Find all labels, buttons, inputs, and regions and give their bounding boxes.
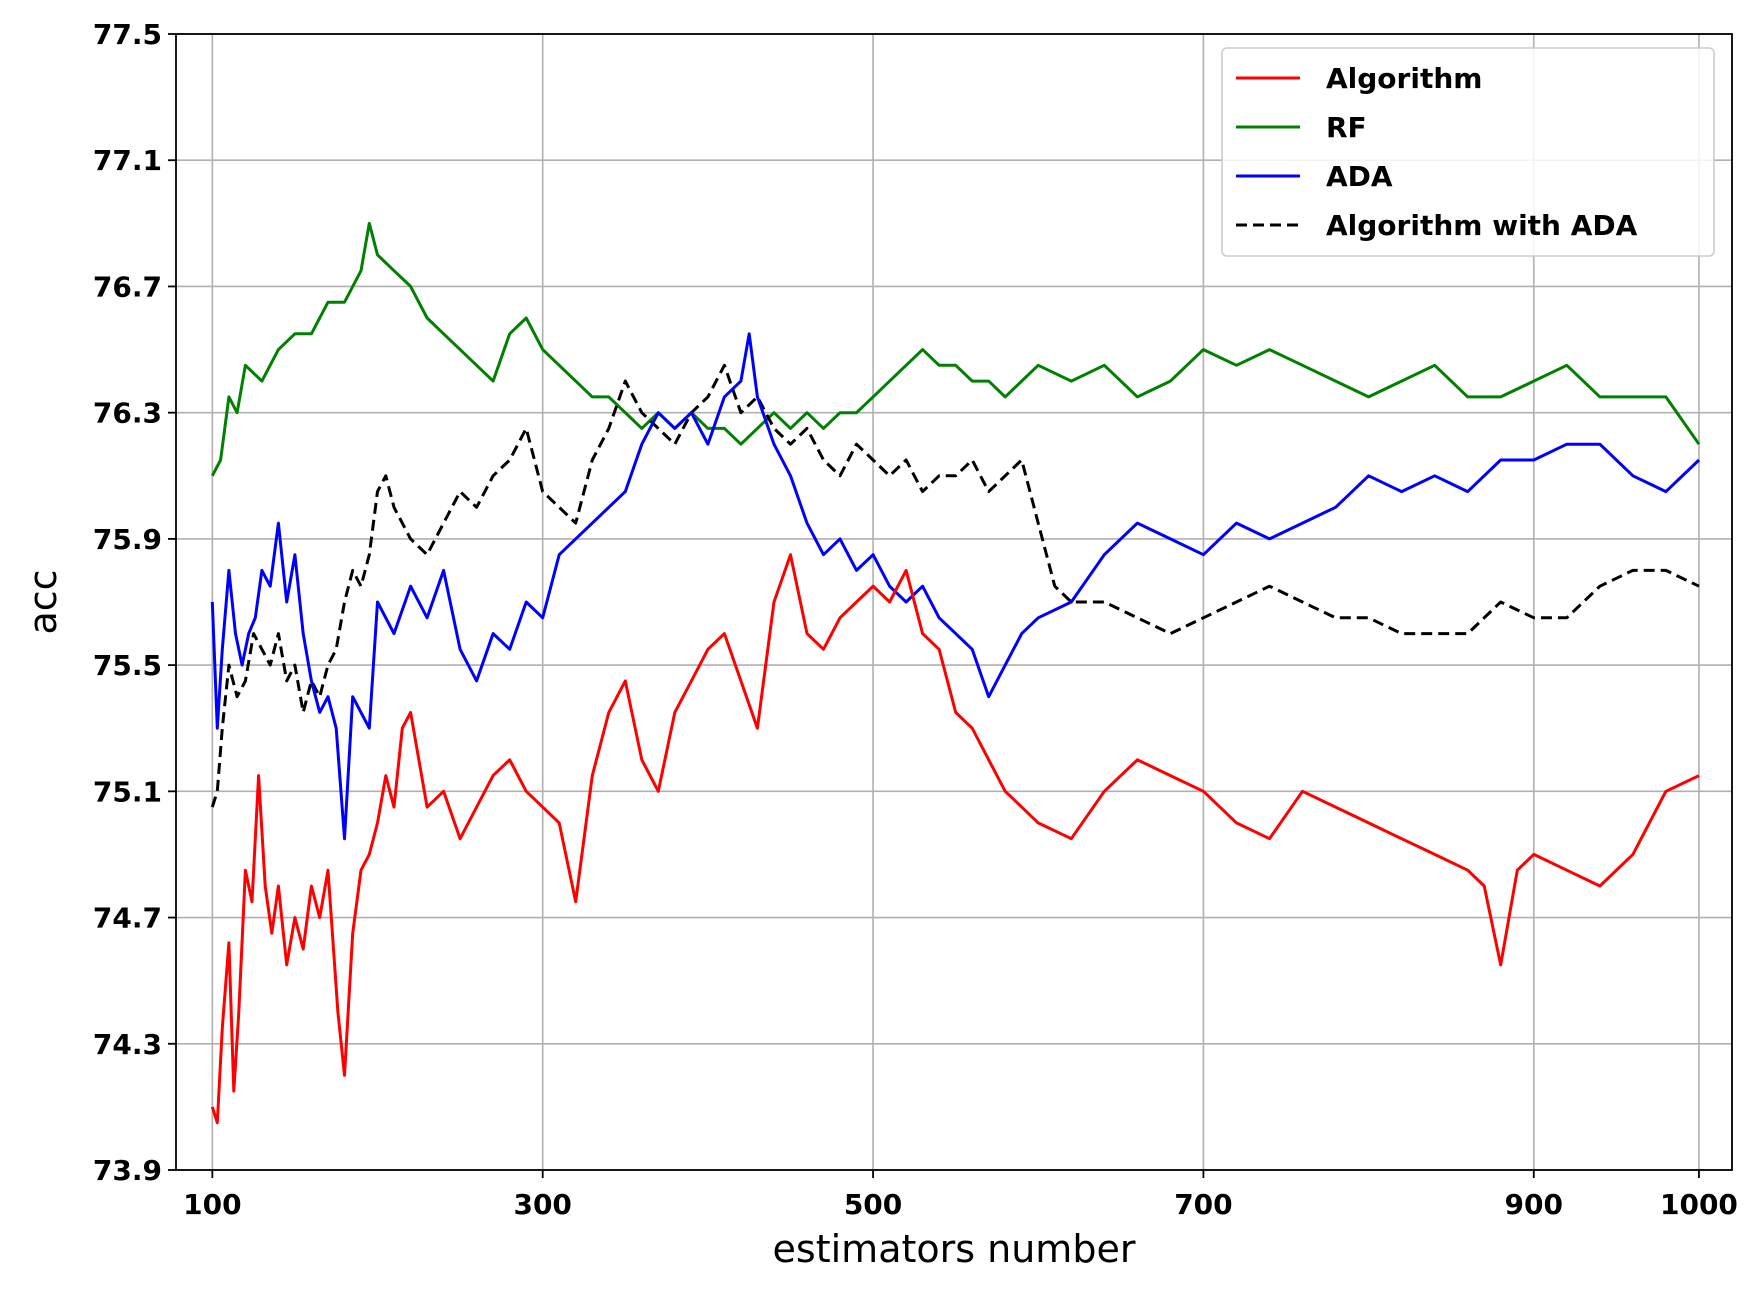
x-tick-label: 100: [183, 1188, 241, 1221]
legend-box: [1221, 47, 1715, 257]
y-tick-label: 76.3: [93, 397, 162, 430]
series-lines: [210, 221, 1701, 1125]
y-tick-label: 74.3: [93, 1028, 162, 1061]
x-tick-label: 900: [1505, 1188, 1563, 1221]
y-tick-label: 77.1: [93, 144, 162, 177]
x-tick-label: 1000: [1660, 1188, 1738, 1221]
y-tick-label: 75.1: [93, 775, 162, 808]
y-tick-label: 76.7: [93, 270, 162, 303]
x-axis-ticks: 100 300 500 700 900 1000: [183, 1170, 1738, 1221]
series-line-algorithm: [210, 553, 1700, 1125]
y-axis-label: acc: [21, 569, 65, 634]
y-tick-label: 77.5: [93, 18, 162, 51]
y-tick-label: 75.5: [93, 649, 162, 682]
y-tick-label: 73.9: [93, 1154, 162, 1187]
legend-label: RF: [1326, 111, 1367, 144]
series-line-algorithm-with-ada: [210, 363, 1700, 808]
plot-frame: [175, 33, 1733, 1171]
y-axis-ticks: 73.9 74.3 74.7 75.1 75.5 75.9 76.3 76.7 77.1 77.5: [93, 18, 176, 1187]
legend-label: Algorithm: [1326, 62, 1482, 95]
x-tick-label: 500: [844, 1188, 902, 1221]
legend-label: Algorithm with ADA: [1326, 209, 1638, 242]
series-line-ada: [210, 332, 1701, 841]
y-tick-label: 75.9: [93, 523, 162, 556]
y-tick-label: 74.7: [93, 902, 162, 935]
legend: Algorithm RF ADA Algorithm with ADA: [1221, 47, 1715, 257]
x-tick-label: 700: [1174, 1188, 1232, 1221]
x-tick-label: 300: [513, 1188, 571, 1221]
legend-label: ADA: [1326, 160, 1393, 193]
x-axis-label: estimators number: [773, 1227, 1136, 1271]
series-line-rf: [210, 221, 1701, 477]
